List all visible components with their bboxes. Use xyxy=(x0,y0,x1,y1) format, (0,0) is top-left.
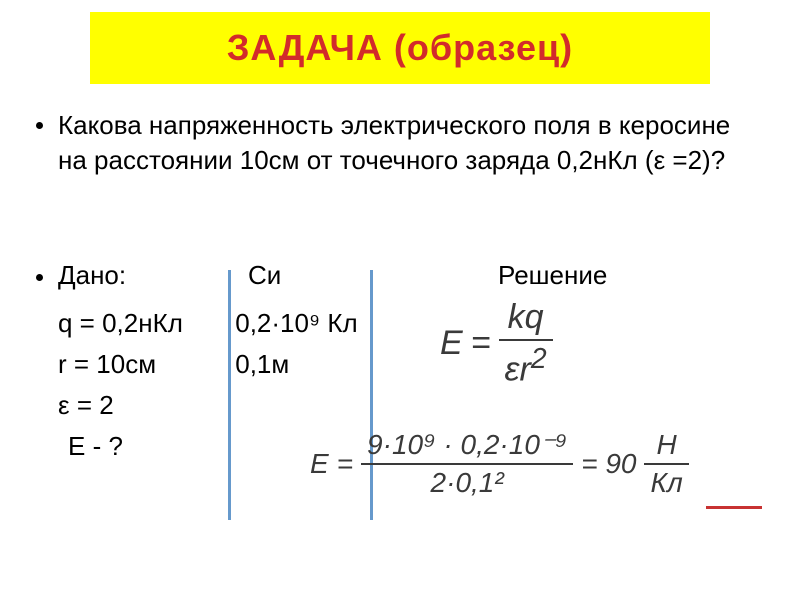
calc-block: E = 9·10⁹ · 0,2·10⁻⁹ 2·0,1² = 90 H Кл xyxy=(310,428,689,499)
unit-fraction: H Кл xyxy=(644,429,688,499)
formula-numerator: kq xyxy=(499,298,553,339)
formula-block: E = kq εr2 xyxy=(440,298,780,389)
solution-header: Решение xyxy=(498,260,607,291)
given-header: Дано: xyxy=(58,260,126,291)
problem-text: Какова напряженность электрического поля… xyxy=(58,108,758,178)
equals-icon: = xyxy=(337,448,353,480)
problem-block: Какова напряженность электрического поля… xyxy=(58,108,758,178)
calc-lhs: E xyxy=(310,448,329,480)
q-si: 0,2·10⁹ Кл xyxy=(235,308,357,338)
calc-numerator: 9·10⁹ · 0,2·10⁻⁹ xyxy=(361,428,573,463)
title-bar: ЗАДАЧА (образец) xyxy=(90,12,710,84)
unit-denominator: Кл xyxy=(644,463,688,499)
formula-fraction: kq εr2 xyxy=(499,298,553,389)
den-base: εr xyxy=(505,350,531,388)
r-label: r = 10см xyxy=(58,349,228,380)
calc-fraction: 9·10⁹ · 0,2·10⁻⁹ 2·0,1² xyxy=(361,428,573,499)
title-text: ЗАДАЧА (образец) xyxy=(227,27,573,69)
calc-result: = 90 xyxy=(581,448,636,480)
given-r-row: r = 10см 0,1м xyxy=(58,349,358,380)
calc-denominator: 2·0,1² xyxy=(361,463,573,499)
find-label: E - ? xyxy=(68,431,123,461)
q-label: q = 0,2нКл xyxy=(58,308,228,339)
formula-denominator: εr2 xyxy=(499,339,553,389)
equals-icon: = xyxy=(471,324,491,363)
bullet-icon xyxy=(36,122,43,129)
r-si: 0,1м xyxy=(235,349,289,379)
result-underline xyxy=(706,506,762,509)
bullet-icon xyxy=(36,274,43,281)
eps-label: ε = 2 xyxy=(58,390,114,420)
si-header: Си xyxy=(248,260,281,291)
unit-numerator: H xyxy=(644,429,688,463)
given-q-row: q = 0,2нКл 0,2·10⁹ Кл xyxy=(58,308,358,339)
given-eps-row: ε = 2 xyxy=(58,390,358,421)
den-exp: 2 xyxy=(531,343,547,375)
formula-lhs: E xyxy=(440,324,463,363)
